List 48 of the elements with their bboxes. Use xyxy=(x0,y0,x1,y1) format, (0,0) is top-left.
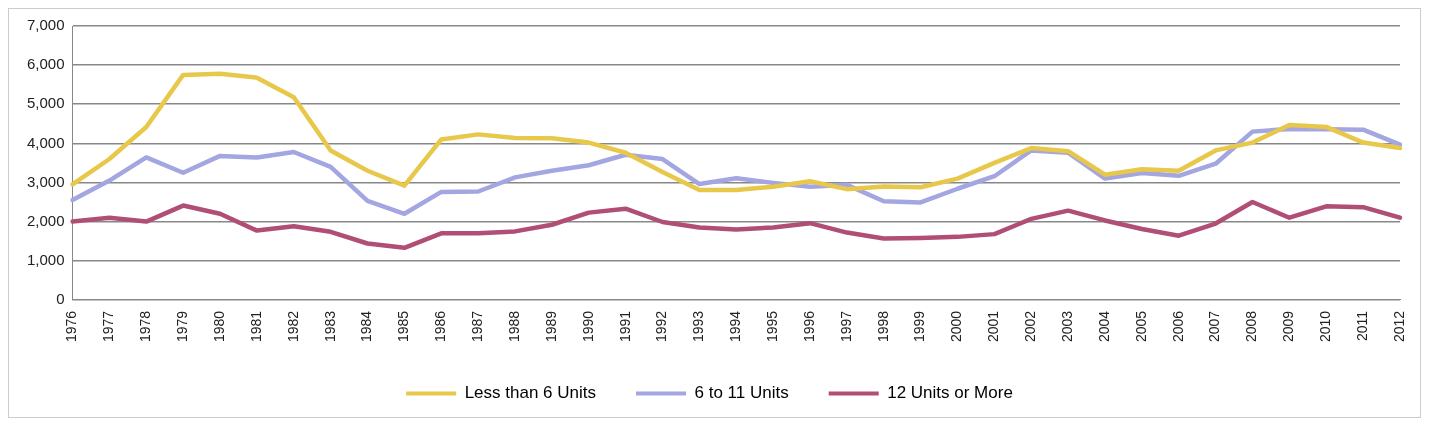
y-tick-label: 5,000 xyxy=(26,94,65,112)
x-tick-label: 1996 xyxy=(800,310,817,343)
x-tick-label: 1977 xyxy=(100,310,117,343)
x-tick-label: 1984 xyxy=(358,310,375,343)
x-tick-label: 1986 xyxy=(432,310,449,343)
x-tick-label: 2002 xyxy=(1022,310,1039,343)
x-tick-label: 1993 xyxy=(690,310,707,343)
x-tick-label: 1980 xyxy=(210,310,227,343)
x-tick-label: 2005 xyxy=(1132,310,1149,343)
x-tick-label: 2001 xyxy=(985,310,1002,343)
x-tick-label: 1979 xyxy=(174,310,191,343)
x-tick-label: 1978 xyxy=(137,310,154,343)
y-tick-label: 7,000 xyxy=(26,16,65,34)
y-tick-label: 4,000 xyxy=(26,133,65,151)
x-tick-label: 1989 xyxy=(542,310,559,343)
x-tick-label: 2010 xyxy=(1317,310,1334,343)
x-tick-label: 2012 xyxy=(1390,310,1407,343)
x-tick-label: 1990 xyxy=(579,310,596,343)
x-tick-label: 2004 xyxy=(1095,310,1112,343)
x-tick-label: 2008 xyxy=(1243,310,1260,343)
x-tick-label: 1994 xyxy=(727,310,744,343)
x-tick-label: 1998 xyxy=(874,310,891,343)
x-tick-label: 2003 xyxy=(1058,310,1075,343)
x-tick-label: 1999 xyxy=(911,310,928,343)
y-tick-label: 3,000 xyxy=(26,172,65,190)
x-tick-label: 1997 xyxy=(837,310,854,343)
y-tick-label: 6,000 xyxy=(26,55,65,73)
y-tick-label: 2,000 xyxy=(26,211,65,229)
x-tick-label: 2011 xyxy=(1353,310,1370,341)
x-tick-label: 1995 xyxy=(764,310,780,343)
x-tick-label: 2009 xyxy=(1280,310,1297,343)
legend-label: 12 Units or More xyxy=(887,383,1013,403)
x-tick-label: 1981 xyxy=(247,310,264,343)
legend-label: Less than 6 Units xyxy=(464,383,597,403)
y-tick-label: 0 xyxy=(56,290,65,307)
x-tick-label: 1982 xyxy=(284,310,301,343)
x-tick-label: 1987 xyxy=(469,310,486,343)
x-tick-label: 2007 xyxy=(1206,310,1223,343)
x-tick-label: 1976 xyxy=(63,310,80,343)
x-tick-label: 2006 xyxy=(1169,310,1186,343)
legend-label: 6 to 11 Units xyxy=(694,383,789,403)
x-tick-label: 1983 xyxy=(321,310,338,343)
y-tick-label: 1,000 xyxy=(26,250,65,268)
x-tick-label: 1991 xyxy=(616,310,633,343)
x-tick-label: 2000 xyxy=(948,310,965,343)
x-tick-label: 1985 xyxy=(395,310,412,343)
x-tick-label: 1988 xyxy=(505,310,522,343)
x-tick-label: 1992 xyxy=(653,310,670,343)
